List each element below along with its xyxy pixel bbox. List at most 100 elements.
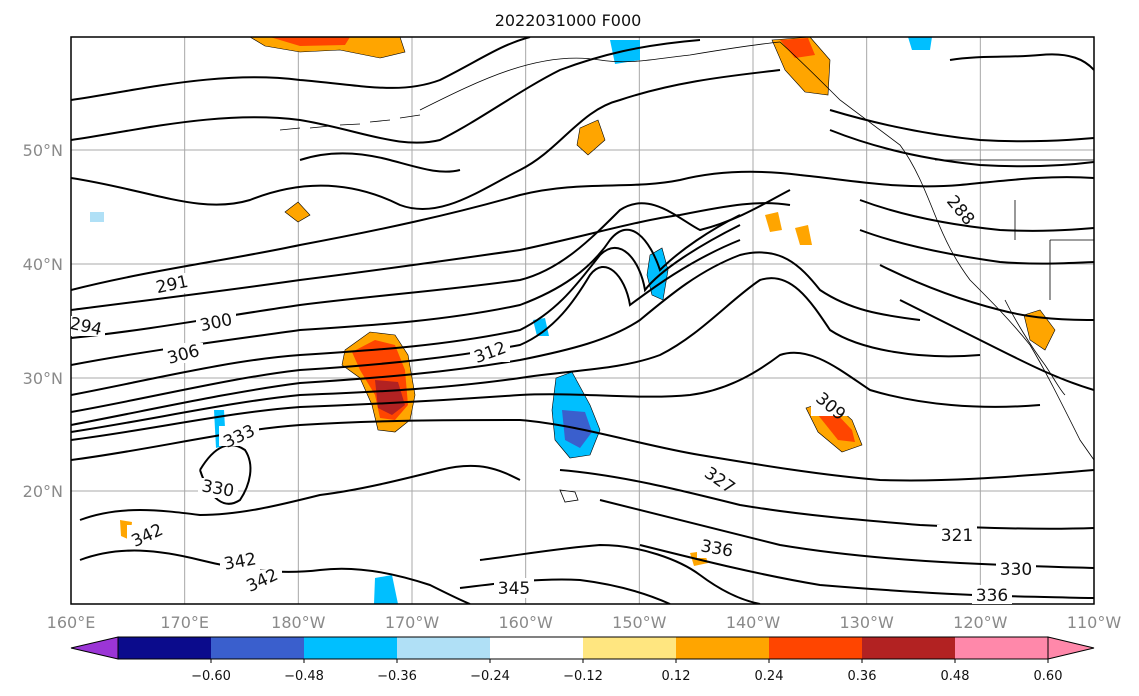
contour-label-bg xyxy=(198,478,238,498)
y-tick-label: 40°N xyxy=(23,255,63,274)
map-content xyxy=(71,37,1094,604)
map-title: 2022031000 F000 xyxy=(495,11,642,30)
x-tick-label: 130°W xyxy=(839,613,894,632)
contour-label: 336 xyxy=(976,586,1008,606)
y-tick-label: 30°N xyxy=(23,369,63,388)
contour-line xyxy=(71,37,531,101)
contour-label-bg xyxy=(220,551,260,571)
colorbar-segment xyxy=(118,637,211,659)
contour-label: 345 xyxy=(498,579,530,599)
colorbar-tick-label: 0.60 xyxy=(1034,669,1063,684)
positive-anomaly-patch xyxy=(576,119,606,156)
colorbar-tick-label: 0.48 xyxy=(941,669,970,684)
y-tick-label: 50°N xyxy=(23,141,63,160)
na-west-coastline xyxy=(779,41,1094,461)
aleutian-islands xyxy=(279,114,421,131)
contour-label: 321 xyxy=(941,526,973,546)
contour-line xyxy=(479,543,761,604)
contour-label-bg xyxy=(945,200,977,220)
colorbar-tick-label: −0.24 xyxy=(470,669,510,684)
contour-line xyxy=(559,469,1094,530)
contour-line xyxy=(71,418,1094,482)
contour-line xyxy=(879,264,1094,321)
y-tick-label: 20°N xyxy=(23,482,63,501)
contour-line xyxy=(79,549,471,604)
contour-line xyxy=(71,189,791,339)
negative-anomaly-patch xyxy=(908,37,932,50)
contour-line xyxy=(859,229,1094,265)
contour-label-bg xyxy=(219,426,259,446)
contour-label-bg xyxy=(494,578,534,598)
contour-label-bg xyxy=(811,396,851,416)
contour-labels: 291 294 300 306 312 309 288 333 330 342 … xyxy=(68,192,1036,606)
positive-anomaly-patch xyxy=(284,201,311,223)
contour-line xyxy=(71,239,741,413)
colorbar-segment xyxy=(397,637,490,659)
positive-anomaly-patch xyxy=(795,225,812,245)
x-tick-label: 110°W xyxy=(1067,613,1122,632)
contour-line xyxy=(859,199,1094,232)
colorbar-tick-label: 0.12 xyxy=(662,669,691,684)
x-tick-label: 170°W xyxy=(385,613,440,632)
positive-anomaly-patch xyxy=(270,37,350,46)
contour-line xyxy=(71,351,1041,441)
x-tick-label: 180°W xyxy=(271,613,326,632)
contour-line xyxy=(71,202,791,311)
positive-anomaly-patch xyxy=(818,412,855,442)
x-tick-label: 160°E xyxy=(47,613,96,632)
negative-anomaly-patch xyxy=(610,40,640,64)
hawaii-island xyxy=(559,489,579,503)
colorbar-segment xyxy=(955,637,1048,659)
contour-line xyxy=(199,444,252,505)
contour-line xyxy=(71,170,1094,291)
contour-line xyxy=(71,69,781,211)
colorbar-segment xyxy=(769,637,862,659)
shaded-anomalies xyxy=(90,37,1056,604)
x-tick-label: 170°E xyxy=(160,613,209,632)
y-tick-labels: 20°N 30°N 40°N 50°N xyxy=(23,141,63,501)
colorbar-tick-label: −0.48 xyxy=(284,669,324,684)
x-tick-label: 120°W xyxy=(953,613,1008,632)
contour-line xyxy=(79,464,521,521)
contour-line xyxy=(949,53,1094,71)
colorbar-tick-label: 0.36 xyxy=(848,669,877,684)
contour-label-bg xyxy=(700,470,740,490)
contour-line xyxy=(71,277,981,433)
contour-label-bg xyxy=(242,570,282,590)
colorbar-tick-label: −0.36 xyxy=(377,669,417,684)
colorbar-extend-low xyxy=(70,636,119,660)
colorbar-tick-label: −0.60 xyxy=(191,669,231,684)
contour-label-bg xyxy=(470,342,510,362)
negative-anomaly-patch xyxy=(374,575,398,604)
contour-label: 330 xyxy=(1000,560,1032,580)
contour-line xyxy=(71,224,741,396)
coastlines xyxy=(279,41,1094,503)
colorbar: −0.60 −0.48 −0.36 −0.24 −0.12 0.12 0.24 0.36 0.4… xyxy=(70,636,1095,684)
colorbar-segment xyxy=(211,637,304,659)
positive-anomaly-patch xyxy=(1023,309,1056,351)
colorbar-segment xyxy=(304,637,397,659)
contour-line xyxy=(899,299,1094,391)
x-tick-labels: 160°E 170°E 180°W 170°W 160°W 150°W 140°W 130°W… xyxy=(47,613,1122,632)
contour-label-bg xyxy=(996,559,1036,579)
negative-anomaly-patch xyxy=(90,212,104,222)
contour-line xyxy=(299,152,461,173)
colorbar-tick-label: 0.24 xyxy=(755,669,784,684)
x-tick-label: 140°W xyxy=(726,613,781,632)
positive-anomaly-patch xyxy=(765,212,782,232)
colorbar-tick-label: −0.12 xyxy=(563,669,603,684)
baja-coastline xyxy=(1004,299,1066,396)
contour-label-bg xyxy=(155,273,189,293)
negative-anomaly-patch xyxy=(533,318,549,336)
border-line xyxy=(935,159,1094,300)
contour-label-bg xyxy=(127,525,167,545)
positive-anomaly-patch xyxy=(375,380,405,415)
colorbar-segment xyxy=(676,637,769,659)
contour-label-bg xyxy=(71,316,105,336)
contour-label-bg xyxy=(697,538,737,558)
contour-label-bg xyxy=(196,312,236,332)
x-tick-label: 160°W xyxy=(498,613,553,632)
colorbar-extend-high xyxy=(1047,636,1095,660)
colorbar-segment xyxy=(583,637,676,659)
